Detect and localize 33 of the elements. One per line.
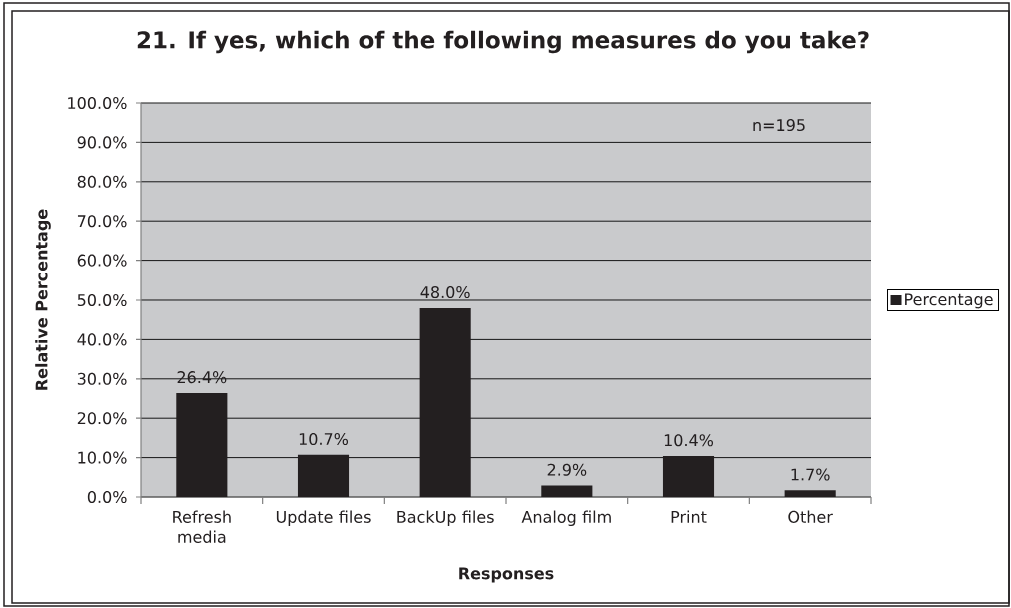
y-tick-label: 40.0% [77, 333, 127, 346]
data-label: 48.0% [420, 286, 470, 299]
x-tick-label: Print [671, 510, 707, 523]
bar [297, 454, 350, 497]
x-axis-title: Responses [459, 567, 554, 583]
bar [541, 485, 593, 497]
y-tick-label: 20.0% [77, 412, 127, 425]
y-tick-label: 80.0% [77, 175, 127, 188]
y-tick-label: 50.0% [77, 293, 127, 307]
x-tick-label: Refresh media [173, 510, 231, 543]
y-axis-title: Relative Percentage [35, 209, 51, 390]
data-label: 1.7% [791, 468, 830, 481]
legend-label: Percentage [905, 293, 993, 309]
chart-title: 21. If yes, which of the following measures do you take? [137, 30, 869, 54]
data-label: 2.9% [547, 463, 587, 476]
y-tick-label: 70.0% [77, 215, 127, 228]
bar [176, 392, 228, 497]
y-tick-label: 30.0% [77, 372, 127, 385]
bar [662, 456, 715, 497]
y-tick-label: 90.0% [77, 136, 127, 149]
x-tick-label: Analog film [521, 510, 611, 527]
x-tick-label: BackUp files [397, 510, 494, 527]
bar [784, 490, 836, 497]
bar [419, 307, 471, 497]
data-label: 10.7% [299, 432, 349, 446]
annotation: n=195 [753, 119, 805, 132]
x-tick-label: Other [788, 510, 833, 523]
x-tick-label: Update files [276, 510, 371, 527]
y-tick-label: 10.0% [78, 451, 127, 464]
y-tick-label: 60.0% [77, 254, 127, 267]
y-tick-label: 0.0% [87, 490, 127, 504]
y-tick-label: 100.0% [68, 96, 127, 110]
data-label: 10.4% [664, 434, 714, 447]
